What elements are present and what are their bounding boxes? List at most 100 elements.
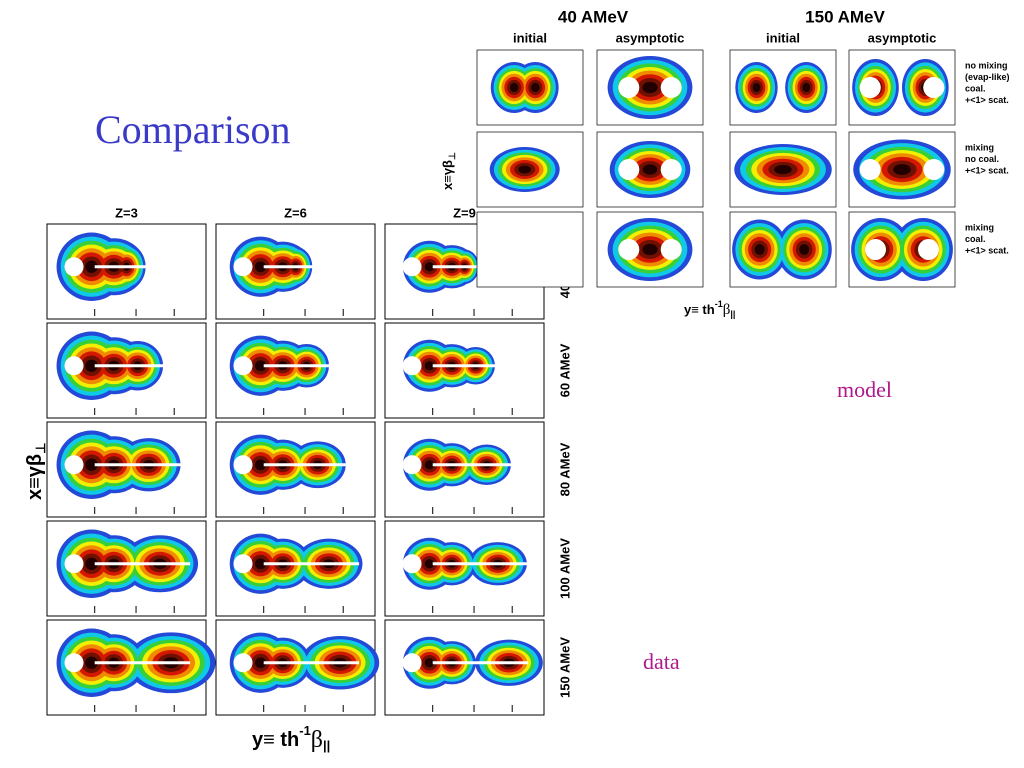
density-layer	[893, 164, 911, 175]
hole	[402, 257, 422, 277]
data-cell	[215, 619, 380, 716]
row-label: 100 AMeV	[557, 538, 572, 599]
data-cell	[384, 421, 545, 518]
hole	[923, 159, 945, 180]
gap	[263, 265, 360, 269]
energy-header: 40 AMeV	[558, 7, 629, 26]
cell-frame	[476, 211, 584, 288]
gap	[432, 562, 529, 566]
row-description: (evap-like)	[965, 72, 1010, 82]
stage-header: asymptotic	[616, 30, 685, 45]
density-layer	[774, 164, 792, 175]
row-description: no coal.	[965, 154, 999, 164]
density-layer	[424, 361, 435, 371]
hole	[660, 239, 682, 260]
hole	[660, 77, 682, 98]
density-layer	[642, 81, 658, 94]
gap	[432, 661, 529, 665]
row-description: +<1> scat.	[965, 165, 1009, 175]
hole	[64, 554, 84, 574]
model-cell	[596, 131, 704, 208]
density-layer	[85, 260, 98, 273]
model-cell	[476, 211, 584, 288]
model-cell	[848, 131, 956, 208]
gap	[263, 463, 360, 467]
density-layer	[531, 82, 540, 93]
model-cell	[476, 131, 584, 208]
model-cell	[848, 211, 956, 288]
hole	[233, 257, 253, 277]
data-cell	[384, 223, 545, 320]
hole	[402, 554, 422, 574]
hole	[233, 554, 253, 574]
column-header: Z=3	[115, 205, 138, 220]
data-cell	[384, 619, 545, 716]
density-layer	[799, 244, 810, 255]
density-layer	[85, 359, 98, 372]
data-cell	[384, 520, 545, 617]
hole	[618, 77, 640, 98]
stage-header: initial	[766, 30, 800, 45]
data-cell	[46, 223, 207, 320]
row-description: +<1> scat.	[965, 245, 1009, 255]
row-label: 60 AMeV	[557, 343, 572, 397]
density-layer	[802, 82, 811, 93]
hole	[233, 653, 253, 673]
data-cell	[46, 520, 207, 617]
density-layer	[254, 657, 267, 669]
hole	[233, 356, 253, 376]
data-cell	[215, 223, 376, 320]
slide-title: Comparison	[95, 107, 291, 152]
hole	[618, 239, 640, 260]
model-y-axis-label: x≡γβ⊥	[440, 152, 457, 190]
row-description: mixing	[965, 222, 994, 232]
model-cell	[596, 211, 704, 288]
hole	[64, 455, 84, 475]
density-layer	[642, 164, 658, 175]
row-description: coal.	[965, 234, 986, 244]
hole	[233, 455, 253, 475]
hole	[402, 356, 422, 376]
density-layer	[424, 658, 435, 668]
hole	[64, 356, 84, 376]
data-cell	[215, 421, 376, 518]
model-cell	[596, 49, 704, 126]
density-layer	[85, 458, 98, 471]
gap	[263, 364, 360, 368]
data-cell	[215, 520, 376, 617]
hole	[859, 159, 881, 180]
row-label: 150 AMeV	[557, 637, 572, 698]
data-cell	[46, 619, 216, 716]
hole	[865, 239, 886, 260]
column-header: Z=9	[453, 205, 476, 220]
hole	[618, 159, 640, 180]
data-cell	[46, 421, 207, 518]
row-label: 80 AMeV	[557, 442, 572, 496]
hole	[923, 77, 945, 98]
hole	[64, 653, 84, 673]
model-cell	[729, 131, 837, 208]
data-cell	[215, 322, 376, 419]
hole	[64, 257, 84, 277]
model-cell	[729, 49, 837, 126]
gap	[94, 463, 191, 467]
energy-header: 150 AMeV	[805, 7, 885, 26]
row-description: mixing	[965, 142, 994, 152]
gap	[94, 562, 191, 566]
gap	[94, 265, 191, 269]
density-layer	[254, 360, 267, 372]
hole	[402, 455, 422, 475]
density-layer	[85, 557, 98, 570]
data-cell	[384, 322, 545, 419]
gap	[432, 364, 529, 368]
stage-header: initial	[513, 30, 547, 45]
row-description: no mixing	[965, 60, 1008, 70]
stage-header: asymptotic	[868, 30, 937, 45]
model-cell	[848, 49, 956, 126]
gap	[94, 364, 191, 368]
y-axis-label: x≡γβ⊥	[24, 443, 48, 500]
density-layer	[254, 459, 267, 471]
density-layer	[254, 261, 267, 273]
model-x-axis-label: y≡ th-1β||	[684, 299, 735, 319]
